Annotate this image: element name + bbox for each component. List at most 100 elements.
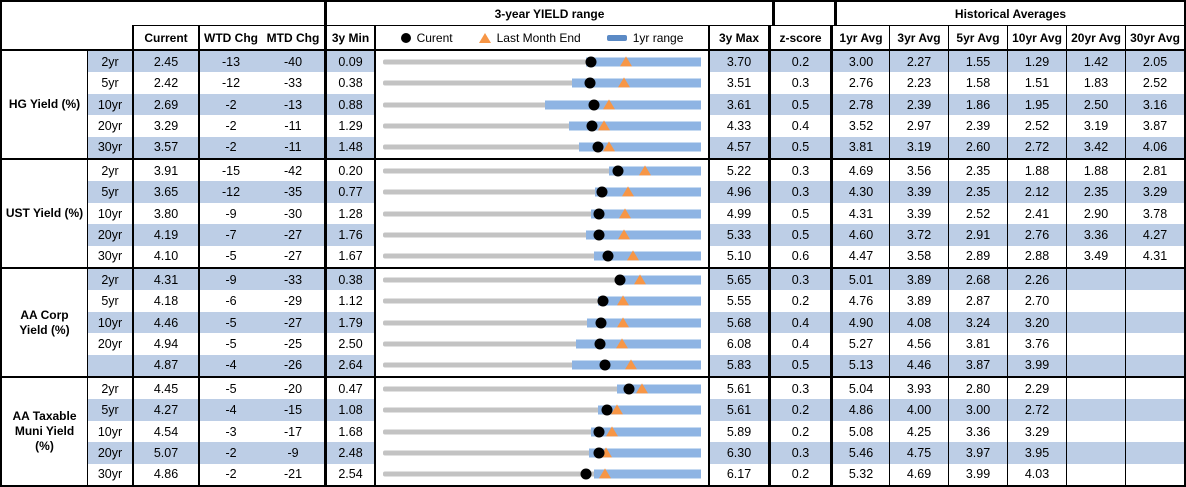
column-header-avg: 5yr Avg [948,26,1007,49]
last-month-end-triangle-marker [617,295,630,306]
tenor-cell: 20yr [87,442,132,464]
avg-cell: 2.97 [889,115,948,137]
range-chart [383,421,701,442]
avg-cell: 4.25 [889,420,948,443]
tenor-cell: 2yr [87,160,132,182]
column-header-avg: 3yr Avg [889,26,948,49]
z-score-cell: 0.5 [768,224,830,246]
historical-averages-header: Historical Averages [834,2,1184,26]
avg-cell [1066,290,1125,312]
current-yield-cell: 5.07 [132,442,198,464]
avg-cell: 2.81 [1125,160,1184,182]
avg-cell [1066,463,1125,486]
table-row: 10yr 4.46 -5 -27 1.79 5.68 0.4 4.90 4.08 3.24 3.20 [87,311,1184,334]
avg-cell: 3.19 [889,136,948,159]
wtd-chg-cell: -4 [225,403,237,418]
avg-cell: 5.01 [830,269,889,291]
avg-cell: 3.93 [889,378,948,400]
table-row: 20yr 4.94 -5 -25 2.50 6.08 0.4 5.27 4.56 3.81 3.76 [87,333,1184,355]
1yr-range-bar [597,296,701,306]
1yr-range-bar [575,339,701,349]
mtd-chg-cell: -40 [283,54,303,69]
z-score-cell: 0.2 [768,420,830,443]
avg-cell: 3.42 [1066,136,1125,159]
1yr-range-bar [571,78,701,88]
wtd-mtd-cell: -9 -30 [198,202,324,225]
last-month-end-triangle-marker [603,141,616,152]
avg-cell: 3.89 [889,290,948,312]
current-yield-cell: 4.46 [132,311,198,334]
1yr-range-bar [591,209,701,219]
header-row-columns: Current WTD Chg MTD Chg 3y Min Curent La… [2,26,1184,51]
wtd-mtd-cell: -2 -13 [198,93,324,116]
3y-range-track [383,211,701,217]
last-month-end-triangle-marker [615,338,628,349]
header-spacer [2,2,132,26]
current-yield-cell: 4.18 [132,290,198,312]
column-header-avg: 10yr Avg [1007,26,1066,49]
avg-cell: 2.90 [1066,202,1125,225]
z-score-cell: 0.3 [768,160,830,182]
range-chart [383,224,701,245]
column-header-avg: 1yr Avg [830,26,889,49]
avg-cell: 3.39 [889,181,948,203]
avg-cell: 4.06 [1125,136,1184,159]
current-dot-marker [593,208,605,220]
avg-cell: 5.04 [830,378,889,400]
range-chart [383,246,701,267]
3y-min-cell: 0.47 [324,378,374,400]
tenor-cell: 2yr [87,51,132,73]
avg-cell: 2.76 [1007,224,1066,246]
avg-cell: 5.32 [830,463,889,486]
current-dot-marker [594,338,606,350]
avg-cell: 2.41 [1007,202,1066,225]
3y-range-track [383,102,701,108]
range-chart [383,160,701,181]
wtd-mtd-cell: -2 -11 [198,136,324,159]
current-dot-marker [614,274,626,286]
avg-cell: 2.52 [948,202,1007,225]
avg-cell: 2.12 [1007,181,1066,203]
current-dot-marker [588,99,600,111]
3y-min-cell: 0.88 [324,93,374,116]
range-chart-cell [374,333,708,355]
range-chart-cell [374,202,708,225]
avg-cell [1066,269,1125,291]
avg-cell: 3.49 [1066,245,1125,268]
last-month-end-triangle-marker [620,56,633,67]
z-score-cell: 0.3 [768,72,830,94]
avg-cell: 3.19 [1066,115,1125,137]
avg-cell: 5.46 [830,442,889,464]
current-dot-marker [580,468,592,480]
column-header-3y-max: 3y Max [708,26,768,49]
mtd-chg-cell: -13 [283,97,303,112]
table-body: HG Yield (%) 2yr 2.45 -13 -40 0.09 3.70 0.2 3.00… [2,51,1184,486]
3y-range-track [383,253,701,259]
mtd-chg-cell: -27 [283,315,303,330]
table-row: 20yr 3.29 -2 -11 1.29 4.33 0.4 3.52 2.97 2.39 2.52… [87,115,1184,137]
range-chart [383,464,701,485]
tenor-cell: 30yr [87,463,132,486]
avg-cell: 3.99 [948,463,1007,486]
3y-min-cell: 1.76 [324,224,374,246]
avg-cell: 1.51 [1007,72,1066,94]
avg-cell: 3.39 [889,202,948,225]
3y-max-cell: 5.33 [708,224,768,246]
avg-cell: 4.08 [889,311,948,334]
table-row: 4.87 -4 -26 2.64 5.83 0.5 5.13 4.46 3.87 3.99 [87,354,1184,377]
3y-max-cell: 4.33 [708,115,768,137]
table-row: 10yr 3.80 -9 -30 1.28 4.99 0.5 4.31 3.39 2.52 2.41… [87,202,1184,225]
table-row: 30yr 4.86 -2 -21 2.54 6.17 0.2 5.32 4.69 3.99 4.03 [87,463,1184,486]
avg-cell: 2.26 [1007,269,1066,291]
wtd-mtd-cell: -4 -15 [198,399,324,421]
avg-cell: 1.55 [948,51,1007,73]
range-chart [383,51,701,72]
range-chart [383,181,701,202]
avg-cell: 1.83 [1066,72,1125,94]
avg-cell: 4.46 [889,354,948,377]
wtd-mtd-cell: -6 -29 [198,290,324,312]
3y-min-cell: 0.38 [324,72,374,94]
wtd-mtd-cell: -5 -20 [198,378,324,400]
1yr-range-bar [586,57,701,67]
z-score-cell: 0.4 [768,311,830,334]
